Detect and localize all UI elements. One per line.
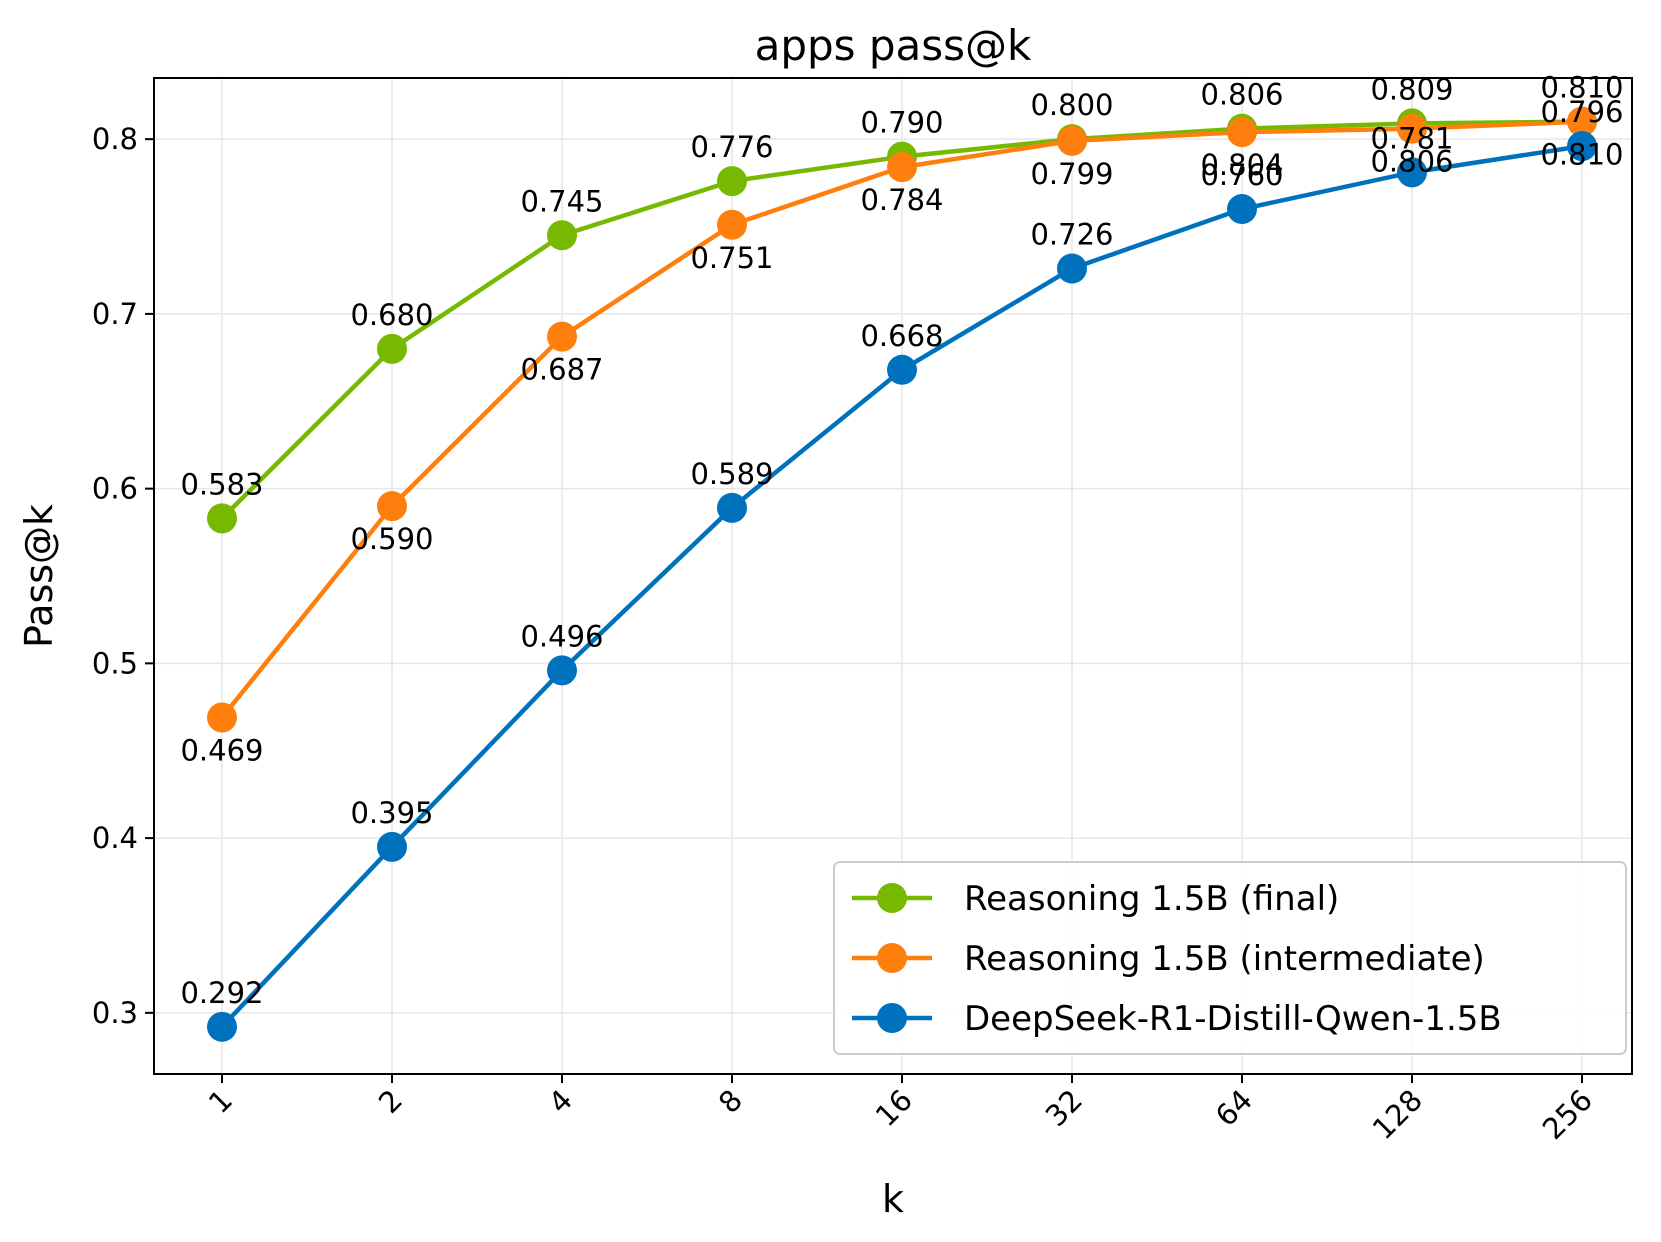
data-point (377, 491, 407, 522)
legend-label: Reasoning 1.5B (intermediate) (964, 939, 1485, 979)
data-point (1567, 131, 1597, 162)
data-point (207, 503, 237, 534)
legend-marker (877, 1003, 907, 1033)
data-point (377, 831, 407, 862)
x-tick-label: 256 (1536, 1083, 1599, 1146)
legend-marker (877, 883, 907, 913)
x-axis-label: k (882, 1177, 904, 1221)
data-point (547, 655, 577, 686)
legend-marker (877, 943, 907, 973)
data-label: 0.292 (180, 976, 263, 1010)
data-label: 0.810 (1540, 138, 1623, 172)
data-label: 0.680 (350, 298, 433, 332)
y-tick-label: 0.8 (92, 122, 138, 156)
x-tick-label: 2 (372, 1083, 409, 1120)
data-point (1397, 157, 1427, 188)
x-tick-label: 128 (1366, 1083, 1429, 1146)
x-tick-label: 1 (202, 1083, 239, 1120)
data-label: 0.583 (180, 467, 263, 501)
data-point (1057, 125, 1087, 156)
y-tick-label: 0.4 (92, 821, 138, 855)
data-point (377, 333, 407, 364)
data-label: 0.776 (690, 130, 773, 164)
data-label: 0.395 (350, 796, 433, 830)
data-point (717, 166, 747, 197)
data-point (887, 152, 917, 183)
data-label: 0.781 (1370, 121, 1453, 155)
y-tick-label: 0.5 (92, 646, 138, 680)
x-tick-label: 8 (712, 1083, 749, 1120)
data-point (547, 220, 577, 251)
legend-entries: Reasoning 1.5B (final) Reasoning 1.5B (in… (852, 879, 1502, 1039)
data-label: 0.469 (180, 734, 263, 768)
data-label: 0.806 (1370, 145, 1453, 179)
plot-frame (153, 77, 1633, 1075)
data-label: 0.804 (1200, 148, 1283, 182)
x-tick-label: 64 (1209, 1083, 1259, 1133)
data-label: 0.590 (350, 522, 433, 556)
legend-box (833, 861, 1627, 1055)
data-label: 0.745 (520, 184, 603, 218)
data-point (717, 492, 747, 523)
data-point (1057, 253, 1087, 284)
x-tick-label: 16 (869, 1083, 919, 1133)
data-point (207, 1011, 237, 1042)
data-point (717, 209, 747, 240)
chart-title: apps pass@k (755, 21, 1032, 70)
y-tick-label: 0.6 (92, 472, 138, 506)
y-tick-label: 0.3 (92, 996, 138, 1030)
y-axis-label: Pass@k (17, 504, 61, 648)
x-tick-label: 32 (1039, 1083, 1089, 1133)
data-label: 0.784 (860, 183, 943, 217)
data-point (1567, 106, 1597, 137)
data-label: 0.796 (1540, 95, 1623, 129)
data-point (1227, 194, 1257, 225)
data-label: 0.806 (1200, 78, 1283, 112)
data-label: 0.496 (520, 619, 603, 653)
data-point (887, 354, 917, 385)
data-label: 0.790 (860, 106, 943, 140)
data-point (1397, 113, 1427, 144)
data-label: 0.726 (1030, 217, 1113, 251)
legend-label: DeepSeek-R1-Distill-Qwen-1.5B (964, 999, 1502, 1039)
x-tick-label: 4 (542, 1083, 579, 1120)
data-label: 0.668 (860, 319, 943, 353)
data-point (1227, 117, 1257, 148)
data-label: 0.687 (520, 353, 603, 387)
data-label: 0.760 (1200, 158, 1283, 192)
data-label: 0.751 (690, 241, 773, 275)
data-label: 0.799 (1030, 157, 1113, 191)
data-point (207, 702, 237, 733)
series-lines (207, 106, 1597, 1042)
legend-label: Reasoning 1.5B (final) (964, 879, 1339, 919)
legend: Reasoning 1.5B (final) Reasoning 1.5B (in… (833, 861, 1627, 1055)
data-point (547, 321, 577, 352)
data-label: 0.810 (1540, 71, 1623, 105)
data-label: 0.800 (1030, 88, 1113, 122)
data-label: 0.589 (690, 457, 773, 491)
y-tick-label: 0.7 (92, 297, 138, 331)
